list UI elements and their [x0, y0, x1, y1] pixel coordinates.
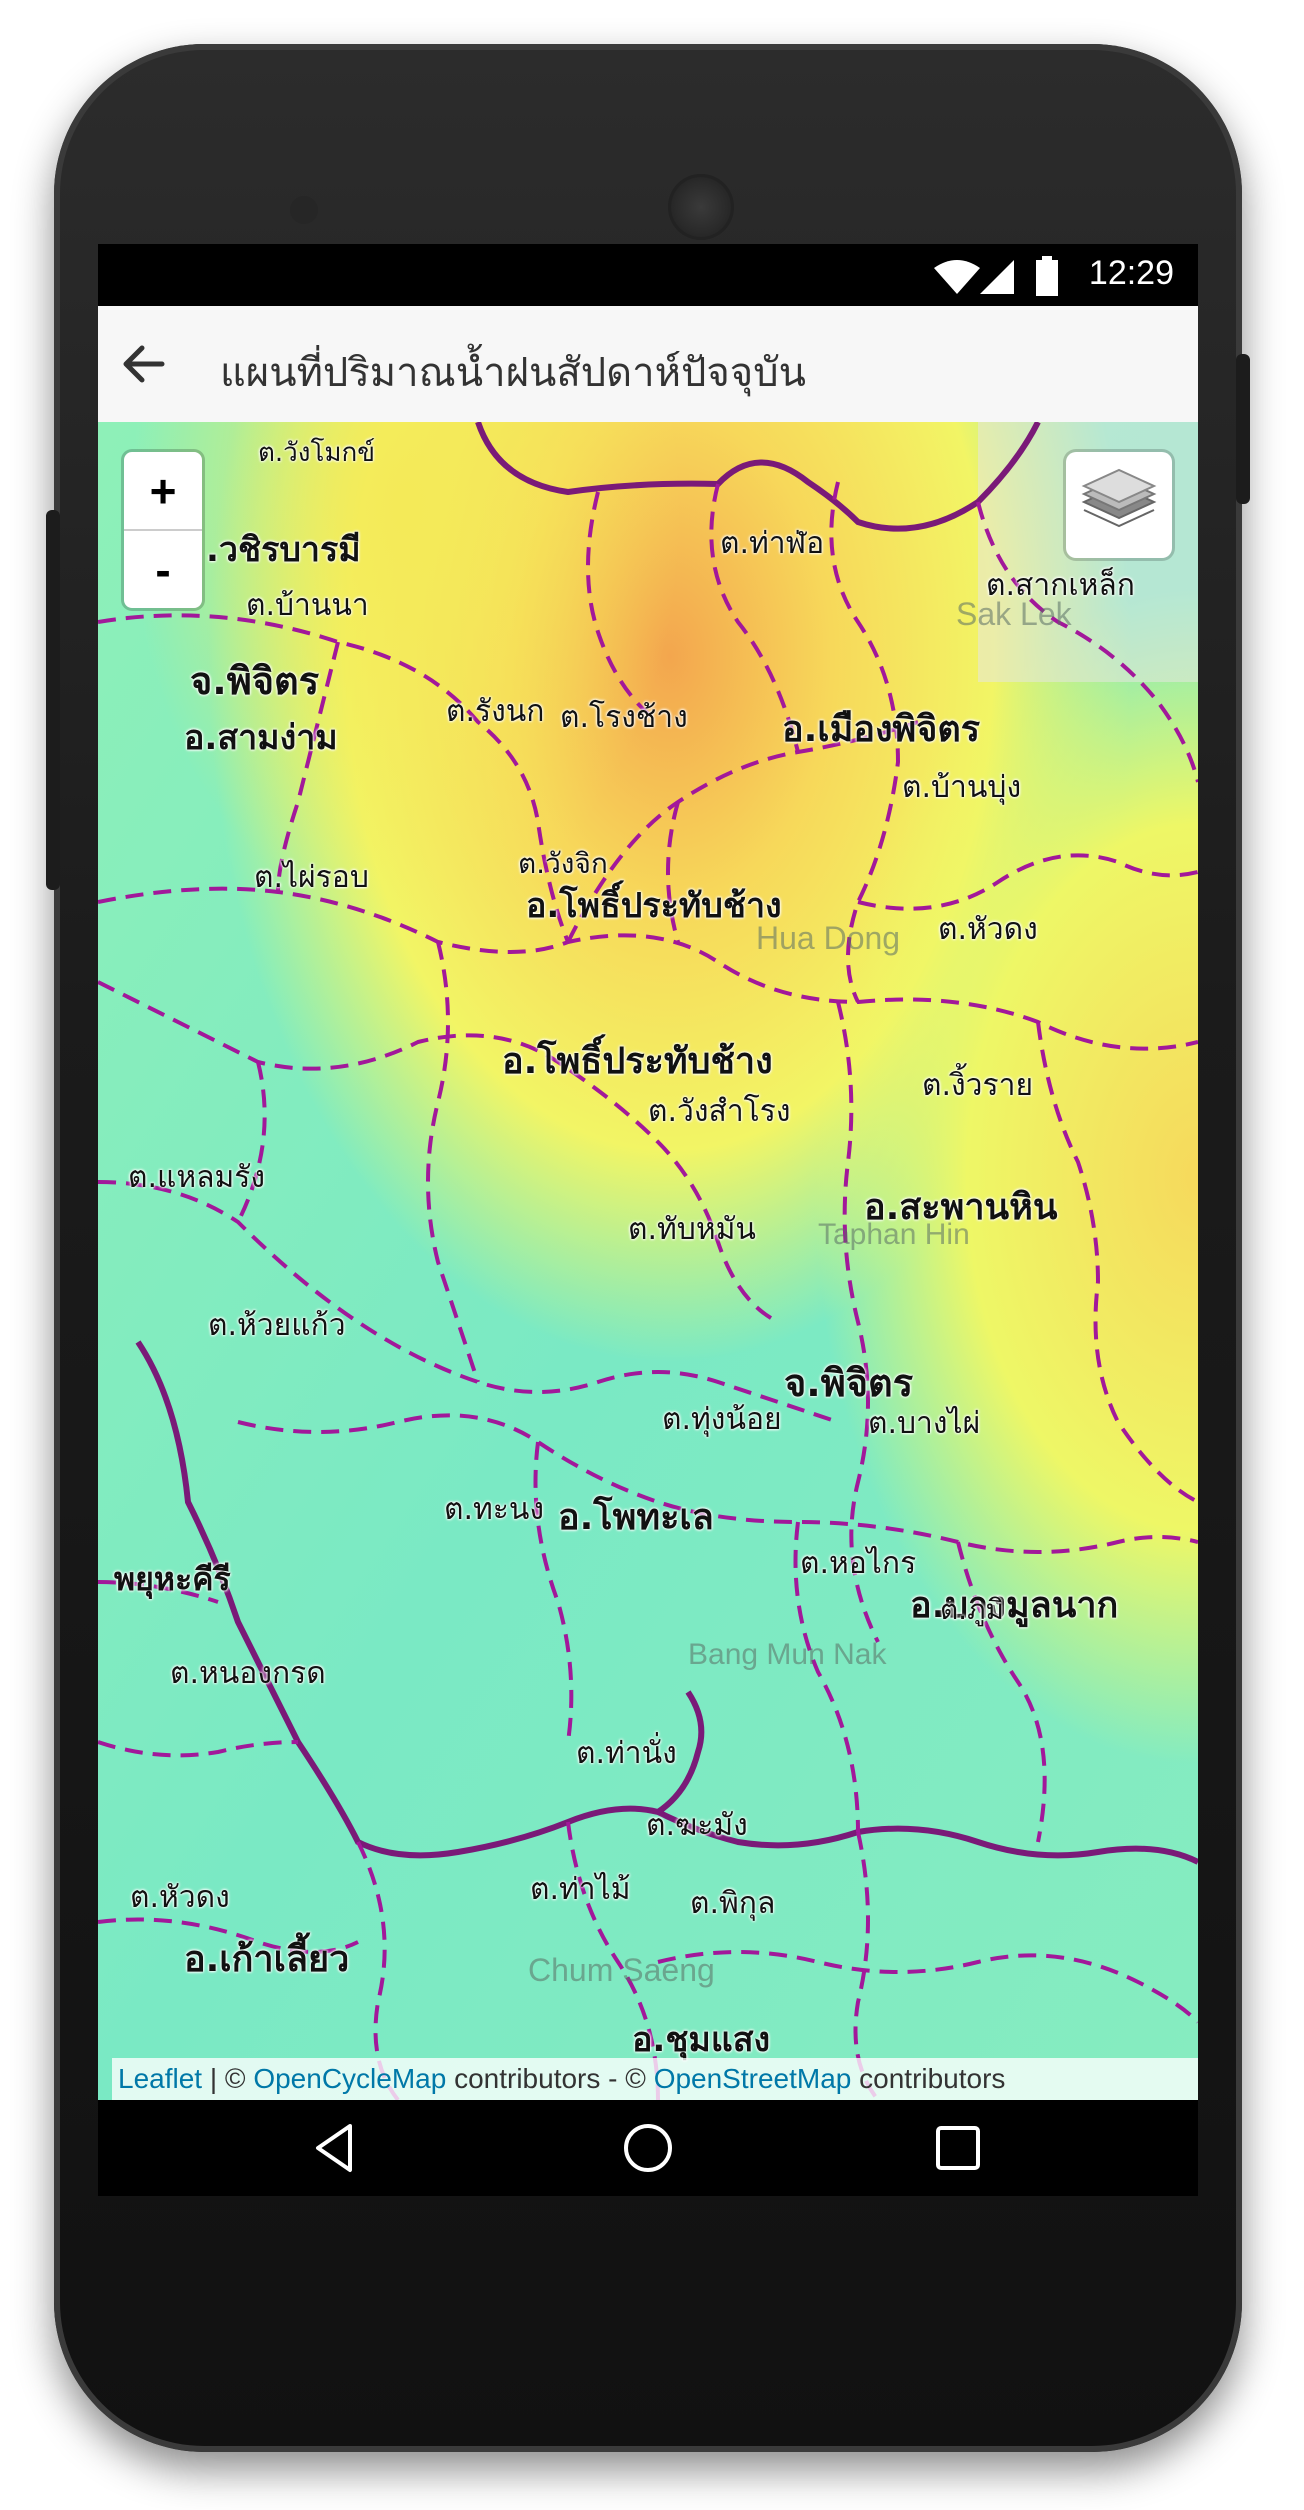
rainfall-heatmap — [98, 422, 1198, 2100]
map-place-label: ต.ฆะมัง — [646, 1808, 748, 1843]
arrow-left-icon[interactable] — [112, 332, 176, 396]
map-place-label: พยุหะคีรี — [114, 1560, 231, 1598]
map-place-label: ต.รังนก — [446, 694, 545, 729]
map-place-label: Chum Saeng — [528, 1952, 715, 1988]
map-place-label: ต.ภูมิ — [940, 1593, 1004, 1626]
map-place-label: ต.พิกุล — [690, 1886, 776, 1921]
circle-home-icon[interactable] — [618, 2118, 678, 2178]
map-place-label: ต.ท่าฬ่อ — [720, 526, 825, 561]
province-boundary — [135, 1340, 1198, 1865]
attribution-end: contributors — [851, 2063, 1006, 2094]
map-place-label: ต.สากเหล็ก — [986, 568, 1135, 603]
map-place-label: อ.โพธิ์ประทับช้าง — [526, 886, 782, 926]
map-place-label: ต.แหลมรัง — [128, 1160, 266, 1195]
map-place-label: อ.ชุมแสง — [632, 2020, 771, 2060]
map-place-label: อ.บางมูลนาก — [910, 1585, 1119, 1626]
wifi-icon — [934, 260, 980, 294]
map-place-label: Hua Dong — [756, 920, 901, 956]
map-place-label: Taphan Hin — [818, 1218, 970, 1251]
map-place-label: Sak Lek — [956, 596, 1072, 632]
zoom-control: + - — [124, 452, 202, 608]
layers-button[interactable] — [1066, 452, 1172, 558]
opencyclemap-link[interactable]: OpenCycleMap — [253, 2063, 447, 2094]
map-place-label: ต.หัวดง — [938, 912, 1038, 947]
map-place-label: ต.ท่าไม้ — [530, 1872, 631, 1907]
page-title: แผนที่ปริมาณน้ำฝนสัปดาห์ปัจจุบัน — [220, 350, 806, 396]
map-place-label: ต.โรงช้าง — [560, 700, 688, 735]
map-place-label: อ.โพทะเล — [558, 1497, 714, 1538]
map-place-label: ต.หัวดง — [130, 1880, 230, 1915]
zoom-out-button[interactable]: - — [155, 543, 171, 596]
map-place-label: จ.พิจิตร — [190, 659, 320, 703]
map-place-label: ต.บ้านนา — [246, 588, 369, 623]
triangle-back-icon[interactable] — [306, 2118, 366, 2178]
leaflet-link[interactable]: Leaflet — [118, 2063, 203, 2094]
square-recents-icon[interactable] — [928, 2118, 988, 2178]
status-time: 12:29 — [1088, 254, 1174, 292]
map-place-label: ต.ทะนง — [444, 1492, 545, 1527]
map-place-label: อ.สะพานหิน — [864, 1187, 1058, 1228]
map-place-label: ต.บางไผ่ — [868, 1406, 981, 1441]
openstreetmap-link[interactable]: OpenStreetMap — [653, 2063, 852, 2094]
map-place-label: อ.สามง่าม — [184, 718, 338, 758]
device-screen: 12:29 แผนที่ปริมาณน้ำฝนสัปดาห์ปัจจุบัน — [98, 244, 1198, 2100]
app-bar: แผนที่ปริมาณน้ำฝนสัปดาห์ปัจจุบัน — [98, 306, 1198, 423]
map-place-label: ต.ทับหมัน — [628, 1212, 756, 1247]
map-place-label: อ.โพธิ์ประทับช้าง — [502, 1041, 773, 1082]
map-place-label: ต.ไผ่รอบ — [254, 860, 369, 895]
map-place-label: ต.วังโมกข์ — [258, 438, 376, 468]
rainfall-map[interactable]: ต.วังโมกข์ .วชิรบารมี ต.บ้านนา จ.พิจิตร อ.สา… — [98, 422, 1198, 2100]
map-place-label: ต.งิ้วราย — [922, 1068, 1034, 1103]
map-place-label: ต.หอไกร — [800, 1546, 917, 1581]
map-place-label: ต.วังสำโรง — [648, 1094, 791, 1129]
battery-icon — [1036, 256, 1058, 296]
volume-button — [46, 510, 60, 890]
map-place-label: ต.ห้วยแก้ว — [208, 1308, 346, 1343]
map-place-label: ต.ท่านั่ง — [576, 1736, 677, 1771]
power-button — [1236, 354, 1250, 504]
map-place-label: จ.พิจิตร — [784, 1361, 914, 1405]
earpiece-speaker — [668, 174, 734, 240]
map-place-label: Bang Mun Nak — [688, 1638, 887, 1671]
attribution-separator: | © — [202, 2063, 254, 2094]
attribution-middle: contributors - © — [446, 2063, 654, 2094]
signal-icon — [980, 260, 1014, 294]
map-place-label: ต.หนองกรด — [170, 1656, 326, 1691]
map-place-label: ต.วังจิก — [518, 847, 608, 880]
map-place-label: ต.ทุ่งน้อย — [662, 1402, 782, 1437]
front-camera — [290, 196, 318, 224]
zoom-in-button[interactable]: + — [124, 452, 202, 531]
map-place-label: ต.บ้านบุ่ง — [902, 770, 1022, 805]
navigation-bar — [98, 2100, 1198, 2196]
layers-icon — [1081, 468, 1157, 528]
map-place-label: อ.เมืองพิจิตร — [782, 709, 981, 750]
map-place-label: อ.เก้าเลี้ยว — [184, 1939, 350, 1980]
map-place-label: .วชิรบารมี — [206, 530, 361, 570]
status-bar: 12:29 — [98, 244, 1198, 306]
province-boundary — [656, 1690, 705, 1815]
map-attribution: Leaflet | © OpenCycleMap contributors - … — [112, 2058, 1198, 2100]
